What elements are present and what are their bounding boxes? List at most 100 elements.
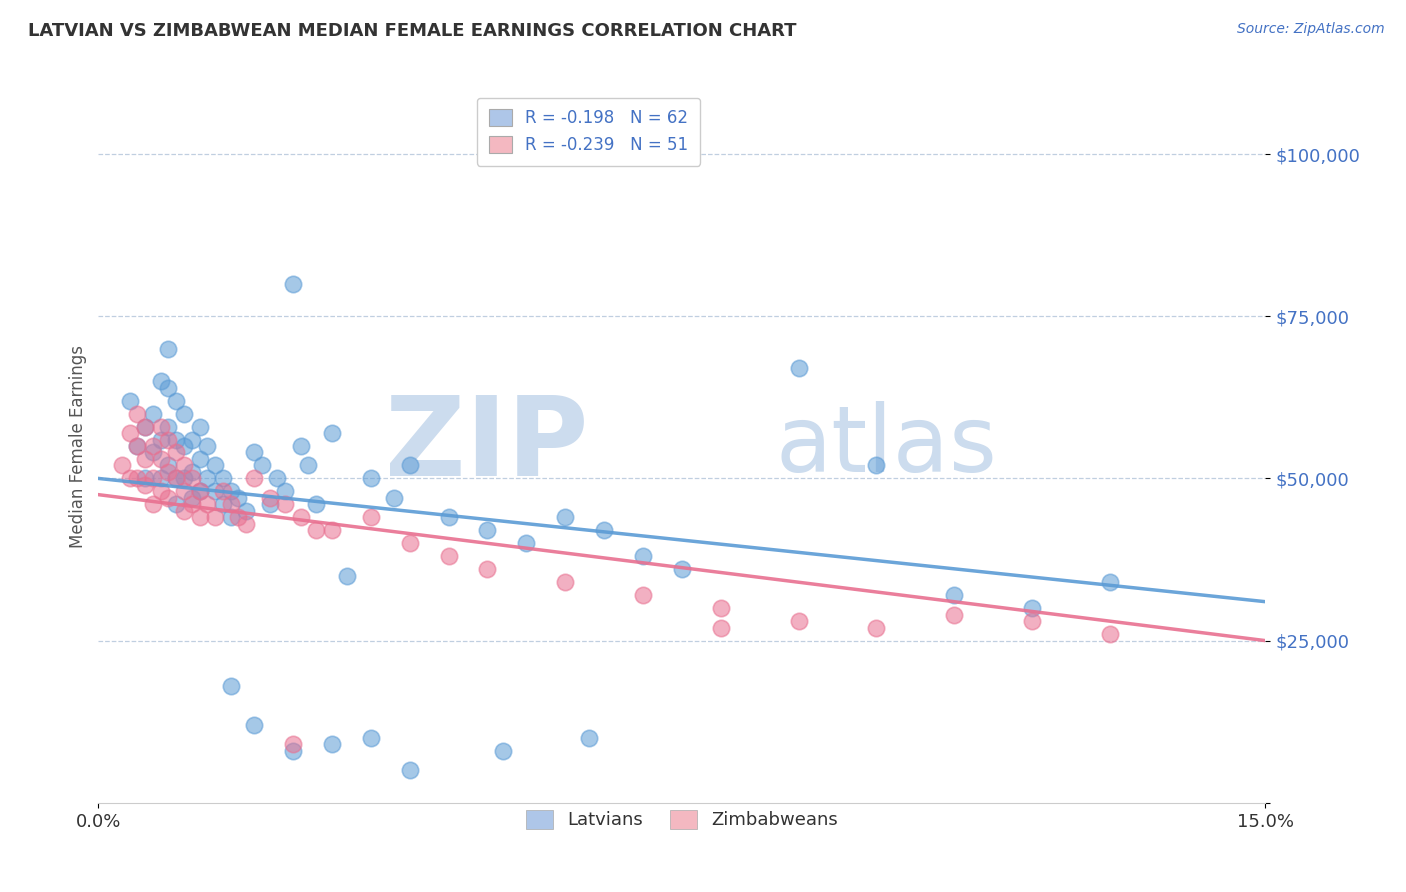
Point [593,524,616,538]
Point [173,504,195,518]
Point [631,549,654,564]
Point [188,484,211,499]
Point [398,458,420,473]
Point [219,484,242,499]
Point [671,562,693,576]
Point [710,621,733,635]
Point [173,407,195,421]
Point [297,458,319,473]
Point [165,471,187,485]
Point [259,491,281,505]
Point [235,516,257,531]
Point [554,510,576,524]
Point [787,614,810,628]
Point [180,491,202,505]
Point [865,458,887,473]
Point [134,452,156,467]
Point [165,497,187,511]
Point [219,510,242,524]
Point [195,439,218,453]
Point [1098,627,1121,641]
Point [219,679,242,693]
Text: atlas: atlas [775,401,997,491]
Point [173,471,195,485]
Point [290,439,312,453]
Point [165,393,187,408]
Point [321,738,343,752]
Text: Source: ZipAtlas.com: Source: ZipAtlas.com [1237,22,1385,37]
Point [127,439,149,453]
Point [219,497,242,511]
Point [787,361,810,376]
Point [118,393,141,408]
Point [173,458,195,473]
Point [134,419,156,434]
Point [865,621,887,635]
Y-axis label: Median Female Earnings: Median Female Earnings [69,344,87,548]
Point [305,524,328,538]
Point [212,484,235,499]
Point [118,471,141,485]
Point [290,510,312,524]
Point [149,452,172,467]
Point [195,497,218,511]
Point [228,491,250,505]
Point [382,491,405,505]
Point [1098,575,1121,590]
Point [212,497,235,511]
Point [321,425,343,440]
Point [515,536,537,550]
Point [142,445,165,459]
Point [142,497,165,511]
Point [118,425,141,440]
Point [437,549,460,564]
Text: LATVIAN VS ZIMBABWEAN MEDIAN FEMALE EARNINGS CORRELATION CHART: LATVIAN VS ZIMBABWEAN MEDIAN FEMALE EARN… [28,22,797,40]
Point [127,439,149,453]
Point [281,277,304,291]
Point [157,458,180,473]
Point [398,536,420,550]
Point [180,465,202,479]
Point [142,471,165,485]
Point [188,419,211,434]
Point [134,471,156,485]
Point [477,524,499,538]
Point [631,588,654,602]
Legend: Latvians, Zimbabweans: Latvians, Zimbabweans [519,803,845,837]
Point [157,491,180,505]
Point [321,524,343,538]
Point [157,465,180,479]
Point [305,497,328,511]
Point [188,484,211,499]
Point [157,342,180,356]
Point [360,731,382,745]
Point [149,433,172,447]
Point [228,510,250,524]
Point [149,471,172,485]
Point [204,484,226,499]
Point [134,419,156,434]
Point [243,445,266,459]
Point [1021,614,1043,628]
Point [360,471,382,485]
Text: ZIP: ZIP [385,392,589,500]
Point [212,471,235,485]
Point [111,458,134,473]
Point [398,764,420,778]
Point [149,374,172,388]
Point [188,510,211,524]
Point [180,497,202,511]
Point [165,471,187,485]
Point [204,458,226,473]
Point [243,471,266,485]
Point [165,445,187,459]
Point [173,484,195,499]
Point [274,484,297,499]
Point [180,433,202,447]
Point [173,439,195,453]
Point [250,458,273,473]
Point [149,484,172,499]
Point [492,744,515,758]
Point [142,407,165,421]
Point [195,471,218,485]
